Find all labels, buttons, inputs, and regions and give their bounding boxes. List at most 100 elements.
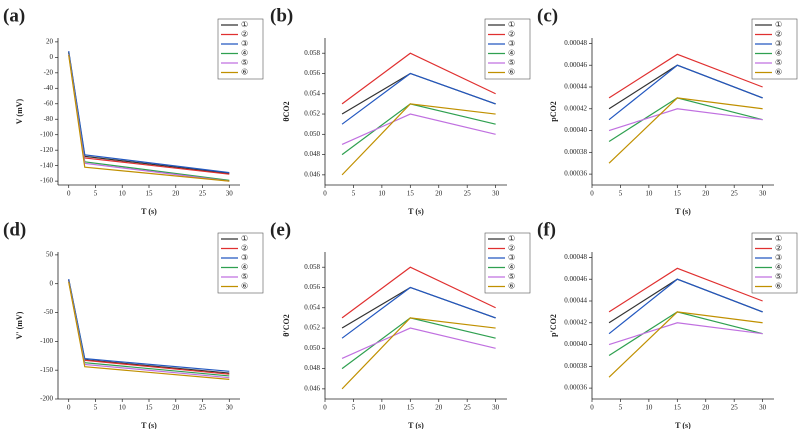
x-tick-label: 25 <box>464 190 472 198</box>
legend-label: ③ <box>241 253 248 262</box>
x-tick-label: 30 <box>226 404 234 412</box>
x-tick-label: 0 <box>590 190 594 198</box>
x-tick-label: 15 <box>146 404 154 412</box>
x-tick-label: 25 <box>199 190 207 198</box>
y-tick-label: -150 <box>40 366 53 374</box>
x-tick-label: 10 <box>378 404 386 412</box>
x-tick-label: 30 <box>226 190 234 198</box>
legend-label: ① <box>508 20 515 29</box>
x-tick-label: 0 <box>323 404 327 412</box>
legend-label: ② <box>241 29 248 38</box>
legend-box <box>751 18 798 80</box>
y-tick-label: 0.00048 <box>564 39 587 47</box>
y-tick-label: 0.052 <box>304 324 320 332</box>
y-axis-label: V' (mV) <box>15 311 24 339</box>
y-tick-label: 20 <box>46 37 54 45</box>
legend-box <box>484 18 531 80</box>
series-line <box>608 267 763 313</box>
series-line <box>68 278 230 372</box>
series-line <box>341 317 496 390</box>
x-axis-label: T (s) <box>675 207 691 216</box>
x-tick-label: 15 <box>407 190 415 198</box>
y-tick-label: 0.050 <box>304 130 320 138</box>
series-line <box>608 311 763 378</box>
y-tick-label: -40 <box>44 84 54 92</box>
series-line <box>341 286 496 329</box>
series-line <box>341 327 496 359</box>
x-tick-label: 15 <box>146 190 154 198</box>
x-axis-label: T (s) <box>408 421 424 429</box>
y-tick-label: 0.048 <box>304 150 320 158</box>
y-tick-label: 0.00040 <box>564 340 587 348</box>
y-tick-label: -120 <box>40 146 53 154</box>
y-tick-label: 0.00038 <box>564 362 587 370</box>
panel-label: (b) <box>270 5 293 26</box>
series-line <box>68 51 230 174</box>
legend-box <box>751 232 798 294</box>
series-line <box>68 281 230 380</box>
y-tick-label: 0.00038 <box>564 148 587 156</box>
y-tick-label: -100 <box>40 337 53 345</box>
x-tick-label: 0 <box>590 404 594 412</box>
legend-label: ⑥ <box>241 281 248 290</box>
series-line <box>341 286 496 339</box>
x-tick-label: 25 <box>199 404 207 412</box>
panel-label: (a) <box>3 5 25 26</box>
legend-label: ② <box>775 29 782 38</box>
series-line <box>68 54 230 182</box>
y-axis-label: pCO2 <box>549 101 558 121</box>
series-line <box>341 72 496 125</box>
y-tick-label: -100 <box>40 130 53 138</box>
legend-label: ① <box>241 20 248 29</box>
legend-label: ⑥ <box>508 281 515 290</box>
x-tick-label: 5 <box>94 404 98 412</box>
series-line <box>608 64 763 110</box>
legend-label: ⑥ <box>775 67 782 76</box>
legend-label: ⑥ <box>775 281 782 290</box>
series-line <box>341 103 496 176</box>
legend-label: ④ <box>775 262 782 271</box>
panel-label: (f) <box>537 219 556 240</box>
series-line <box>608 311 763 356</box>
x-tick-label: 30 <box>492 190 500 198</box>
legend-label: ③ <box>775 39 782 48</box>
x-tick-label: 10 <box>645 190 653 198</box>
legend-label: ④ <box>508 48 515 57</box>
legend-label: ① <box>775 20 782 29</box>
y-tick-label: 0.00040 <box>564 126 587 134</box>
legend-label: ⑤ <box>508 58 515 67</box>
x-tick-label: 5 <box>94 190 98 198</box>
y-tick-label: 0.056 <box>304 283 320 291</box>
legend-label: ③ <box>775 253 782 262</box>
series-line <box>341 52 496 105</box>
x-tick-label: 15 <box>407 404 415 412</box>
x-tick-label: 30 <box>759 190 767 198</box>
x-tick-label: 5 <box>352 190 356 198</box>
x-tick-label: 10 <box>119 404 127 412</box>
x-tick-label: 15 <box>674 404 682 412</box>
x-tick-label: 0 <box>323 190 327 198</box>
x-tick-label: 10 <box>645 404 653 412</box>
y-tick-label: 0.00044 <box>564 83 587 91</box>
y-tick-label: -20 <box>44 68 54 76</box>
y-axis-label: V (mV) <box>15 98 24 124</box>
x-tick-label: 20 <box>435 190 443 198</box>
x-tick-label: 30 <box>492 404 500 412</box>
legend-label: ② <box>775 243 782 252</box>
legend-label: ① <box>508 234 515 243</box>
y-tick-label: 0.050 <box>304 344 320 352</box>
y-axis-label: θ'CO2 <box>282 314 291 336</box>
legend-label: ⑤ <box>508 272 515 281</box>
series-line <box>68 53 230 181</box>
x-tick-label: 25 <box>731 190 739 198</box>
legend-box <box>484 232 531 294</box>
y-tick-label: 0.056 <box>304 69 320 77</box>
y-tick-label: -140 <box>40 161 53 169</box>
x-axis-label: T (s) <box>408 207 424 216</box>
legend-label: ① <box>775 234 782 243</box>
y-tick-label: 0.058 <box>304 49 320 57</box>
legend-label: ② <box>508 243 515 252</box>
y-tick-label: 0.054 <box>304 89 320 97</box>
y-tick-label: 0.052 <box>304 110 320 118</box>
